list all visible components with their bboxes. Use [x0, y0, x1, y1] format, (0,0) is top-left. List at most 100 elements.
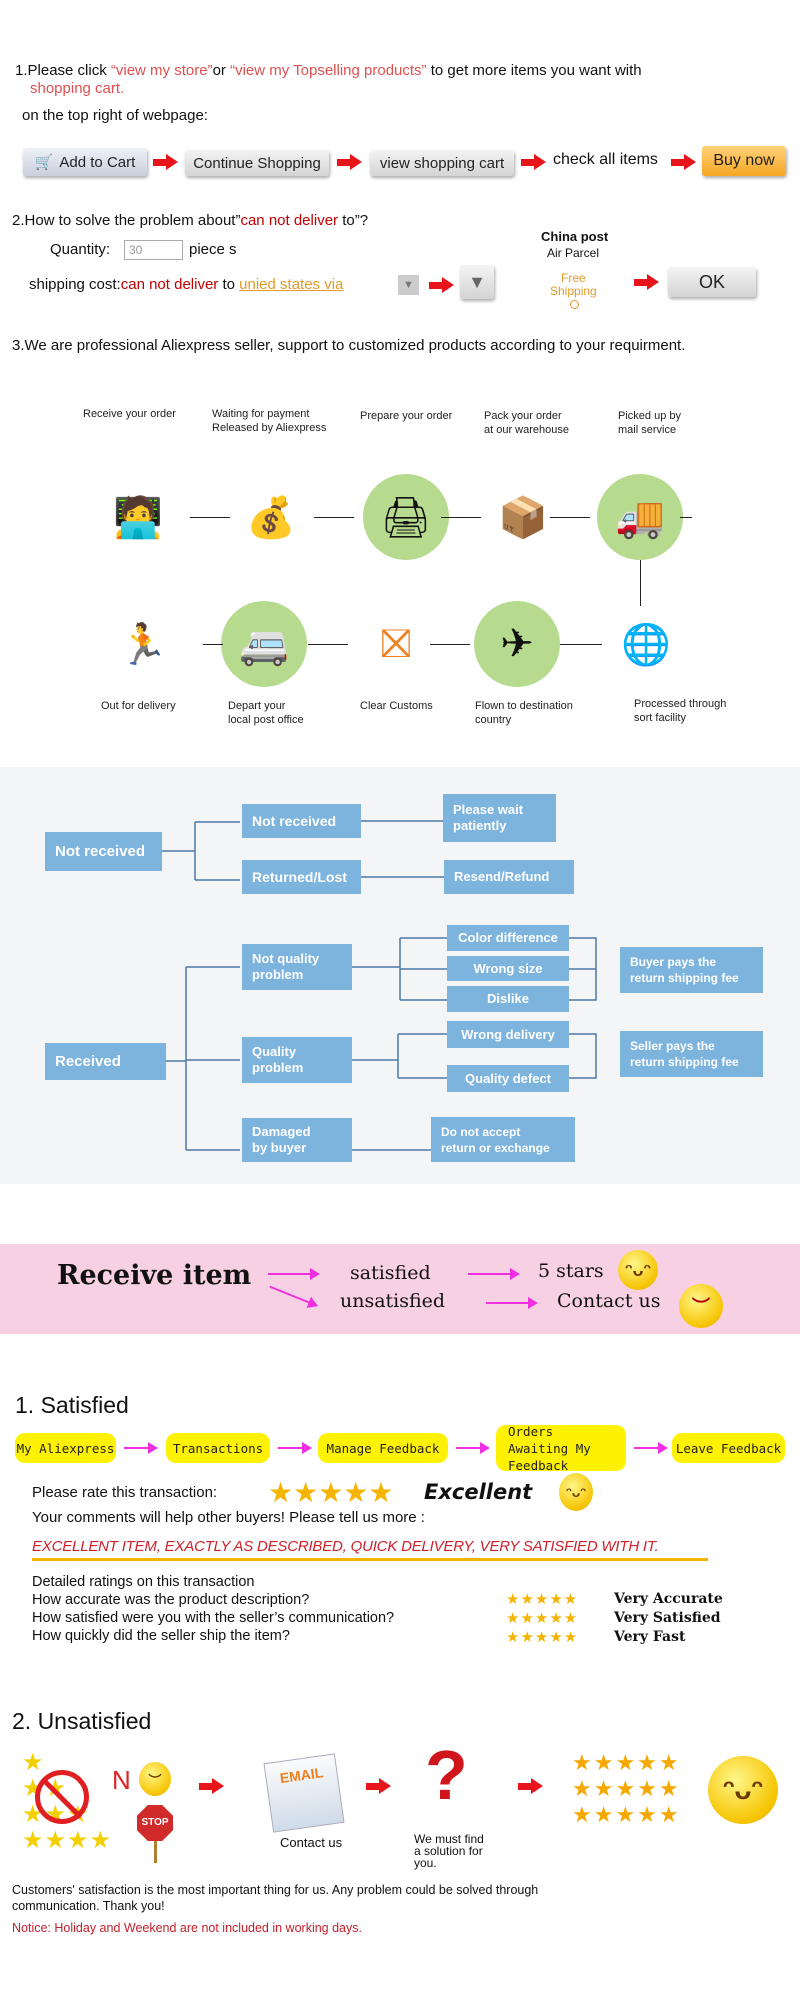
- airplane-icon: ✈: [474, 601, 560, 687]
- printer-icon: 🖨: [363, 474, 449, 560]
- check-all-items-label: check all items: [553, 151, 658, 168]
- step-orders-awaiting[interactable]: Orders Awaiting My Feedback: [496, 1424, 626, 1473]
- node-not-received-sub: Not received: [242, 804, 361, 838]
- shipping-error: can not deliver: [120, 276, 219, 293]
- step-transactions[interactable]: Transactions: [166, 1433, 270, 1463]
- stop-sign-pole: [154, 1841, 157, 1863]
- detail-answers: Very Accurate Very Satisfied Very Fast: [614, 1591, 723, 1645]
- question: How quickly did the seller ship the item…: [32, 1628, 290, 1644]
- arrow-icon: [190, 517, 230, 518]
- question: How accurate was the product description…: [32, 1592, 310, 1608]
- shipping-country-link[interactable]: unied states via: [239, 276, 344, 293]
- stop-sign-icon: STOP: [137, 1805, 173, 1841]
- view-store-link[interactable]: “view my store”: [110, 62, 213, 79]
- shipping-radio[interactable]: [570, 300, 579, 309]
- globe-mail-icon: 🌐: [621, 622, 671, 667]
- receive-item-label: Receive item: [57, 1260, 252, 1291]
- node-resend-refund: Resend/Refund: [444, 860, 574, 894]
- packer-icon: 📦: [498, 495, 548, 540]
- process-label: Flown to destination country: [475, 700, 573, 726]
- node-damaged: Damaged by buyer: [242, 1118, 352, 1162]
- rate-label: Please rate this transaction:: [32, 1484, 218, 1501]
- rating-word: Excellent: [424, 1480, 533, 1504]
- process-label: Waiting for payment Released by Aliexpres…: [212, 408, 327, 434]
- step1-prefix: 1.Please click: [15, 62, 111, 79]
- ok-button[interactable]: OK: [668, 267, 756, 297]
- process-label: Out for delivery: [101, 700, 176, 712]
- free-label: Free: [561, 271, 586, 285]
- courier-icon: 🏃: [118, 622, 168, 667]
- air-parcel-label: Air Parcel: [547, 246, 600, 260]
- magenta-arrow-icon: [124, 1442, 158, 1454]
- comment-text[interactable]: EXCELLENT ITEM, EXACTLY AS DESCRIBED, QU…: [32, 1538, 659, 1555]
- arrow-icon: [680, 517, 692, 518]
- arrow-icon: [153, 154, 179, 170]
- arrow-icon: [429, 277, 455, 293]
- step1-line2: on the top right of webpage:: [22, 107, 208, 124]
- quantity-input[interactable]: [124, 240, 183, 260]
- five-stars-label: 5 stars: [538, 1260, 604, 1282]
- shipping-label: shipping cost:: [29, 276, 121, 293]
- notice-text: Notice: Holiday and Weekend are not incl…: [12, 1921, 362, 1935]
- arrow-icon: [314, 517, 354, 518]
- node-wrong-size: Wrong size: [447, 956, 569, 981]
- question-mark-icon: ?: [425, 1736, 468, 1814]
- step3-text: 3.We are professional Aliexpress seller,…: [12, 337, 686, 354]
- comment-underline: [32, 1558, 708, 1561]
- add-to-cart-label: Add to Cart: [59, 153, 136, 171]
- email-icon: EMAIL: [263, 1753, 345, 1833]
- dropdown-button[interactable]: ▼: [460, 265, 494, 299]
- arrow-icon: [366, 1778, 410, 1794]
- detailed-ratings: Detailed ratings on this transaction How…: [32, 1573, 394, 1645]
- dropdown-caret-icon[interactable]: ▼: [398, 275, 419, 295]
- buy-now-button[interactable]: Buy now: [702, 146, 786, 176]
- sad-face-icon: ︶: [679, 1284, 723, 1328]
- arrow-icon: [518, 1778, 562, 1794]
- rating-stars[interactable]: ★★★★★: [268, 1477, 394, 1508]
- arrow-icon: [560, 644, 602, 645]
- step2-title: 2.How to solve the problem about”can not…: [12, 212, 368, 229]
- shopping-cart-link[interactable]: shopping cart.: [30, 80, 125, 97]
- node-quality-defect: Quality defect: [447, 1065, 569, 1092]
- n-letter: N: [112, 1765, 131, 1795]
- topselling-link[interactable]: “view my Topselling products”: [230, 62, 427, 79]
- quantity-label: Quantity:: [50, 241, 111, 258]
- arrow-icon: [671, 154, 697, 170]
- magenta-arrow-icon: [634, 1442, 668, 1454]
- add-to-cart-button[interactable]: 🛒 Add to Cart: [23, 148, 147, 176]
- step-my-aliexpress[interactable]: My Aliexpress: [15, 1433, 116, 1463]
- node-quality-problem: Quality problem: [242, 1037, 352, 1083]
- prohibited-icon: [35, 1770, 89, 1824]
- node-not-quality: Not quality problem: [242, 944, 352, 990]
- process-label: Picked up by mail service: [618, 410, 681, 436]
- step-manage-feedback[interactable]: Manage Feedback: [318, 1433, 448, 1463]
- contact-us-caption: Contact us: [280, 1835, 343, 1850]
- step1-suffix: to get more items you want with: [426, 62, 642, 79]
- star-grid-icon: ★★★★★ ★★★★★ ★★★★★: [572, 1750, 681, 1827]
- node-received: Received: [45, 1043, 166, 1080]
- step2-title-red: can not deliver: [240, 212, 339, 229]
- node-dislike: Dislike: [447, 986, 569, 1012]
- china-post-label: China post: [541, 229, 609, 244]
- unsatisfied-label: unsatisfied: [340, 1290, 446, 1312]
- big-smile-icon: ᵔᴗᵔ: [708, 1756, 778, 1824]
- process-label: Prepare your order: [360, 410, 453, 422]
- step2-title-suffix: to”?: [338, 212, 369, 229]
- customs-icon: ⛝: [380, 621, 412, 666]
- magenta-arrow-icon: [486, 1297, 538, 1309]
- comments-label: Your comments will help other buyers! Pl…: [32, 1509, 425, 1526]
- magenta-arrow-icon: [268, 1268, 320, 1280]
- happy-face-icon: ᵔᴗᵔ: [559, 1473, 593, 1511]
- node-returned-lost: Returned/Lost: [242, 860, 361, 894]
- step-leave-feedback[interactable]: Leave Feedback: [672, 1433, 785, 1463]
- magenta-arrow-icon: [456, 1442, 490, 1454]
- node-no-accept: Do not accept return or exchange: [431, 1117, 575, 1162]
- arrow-icon: [337, 154, 363, 170]
- process-label: Clear Customs: [360, 700, 433, 712]
- node-please-wait: Please wait patiently: [443, 794, 556, 842]
- process-label: Processed through sort facility: [634, 698, 727, 724]
- continue-shopping-button[interactable]: Continue Shopping: [185, 150, 329, 176]
- detail-stars: ★★★★★ ★★★★★ ★★★★★: [506, 1591, 579, 1646]
- arrow-icon: [199, 1778, 243, 1794]
- view-shopping-cart-button[interactable]: view shopping cart: [370, 150, 514, 176]
